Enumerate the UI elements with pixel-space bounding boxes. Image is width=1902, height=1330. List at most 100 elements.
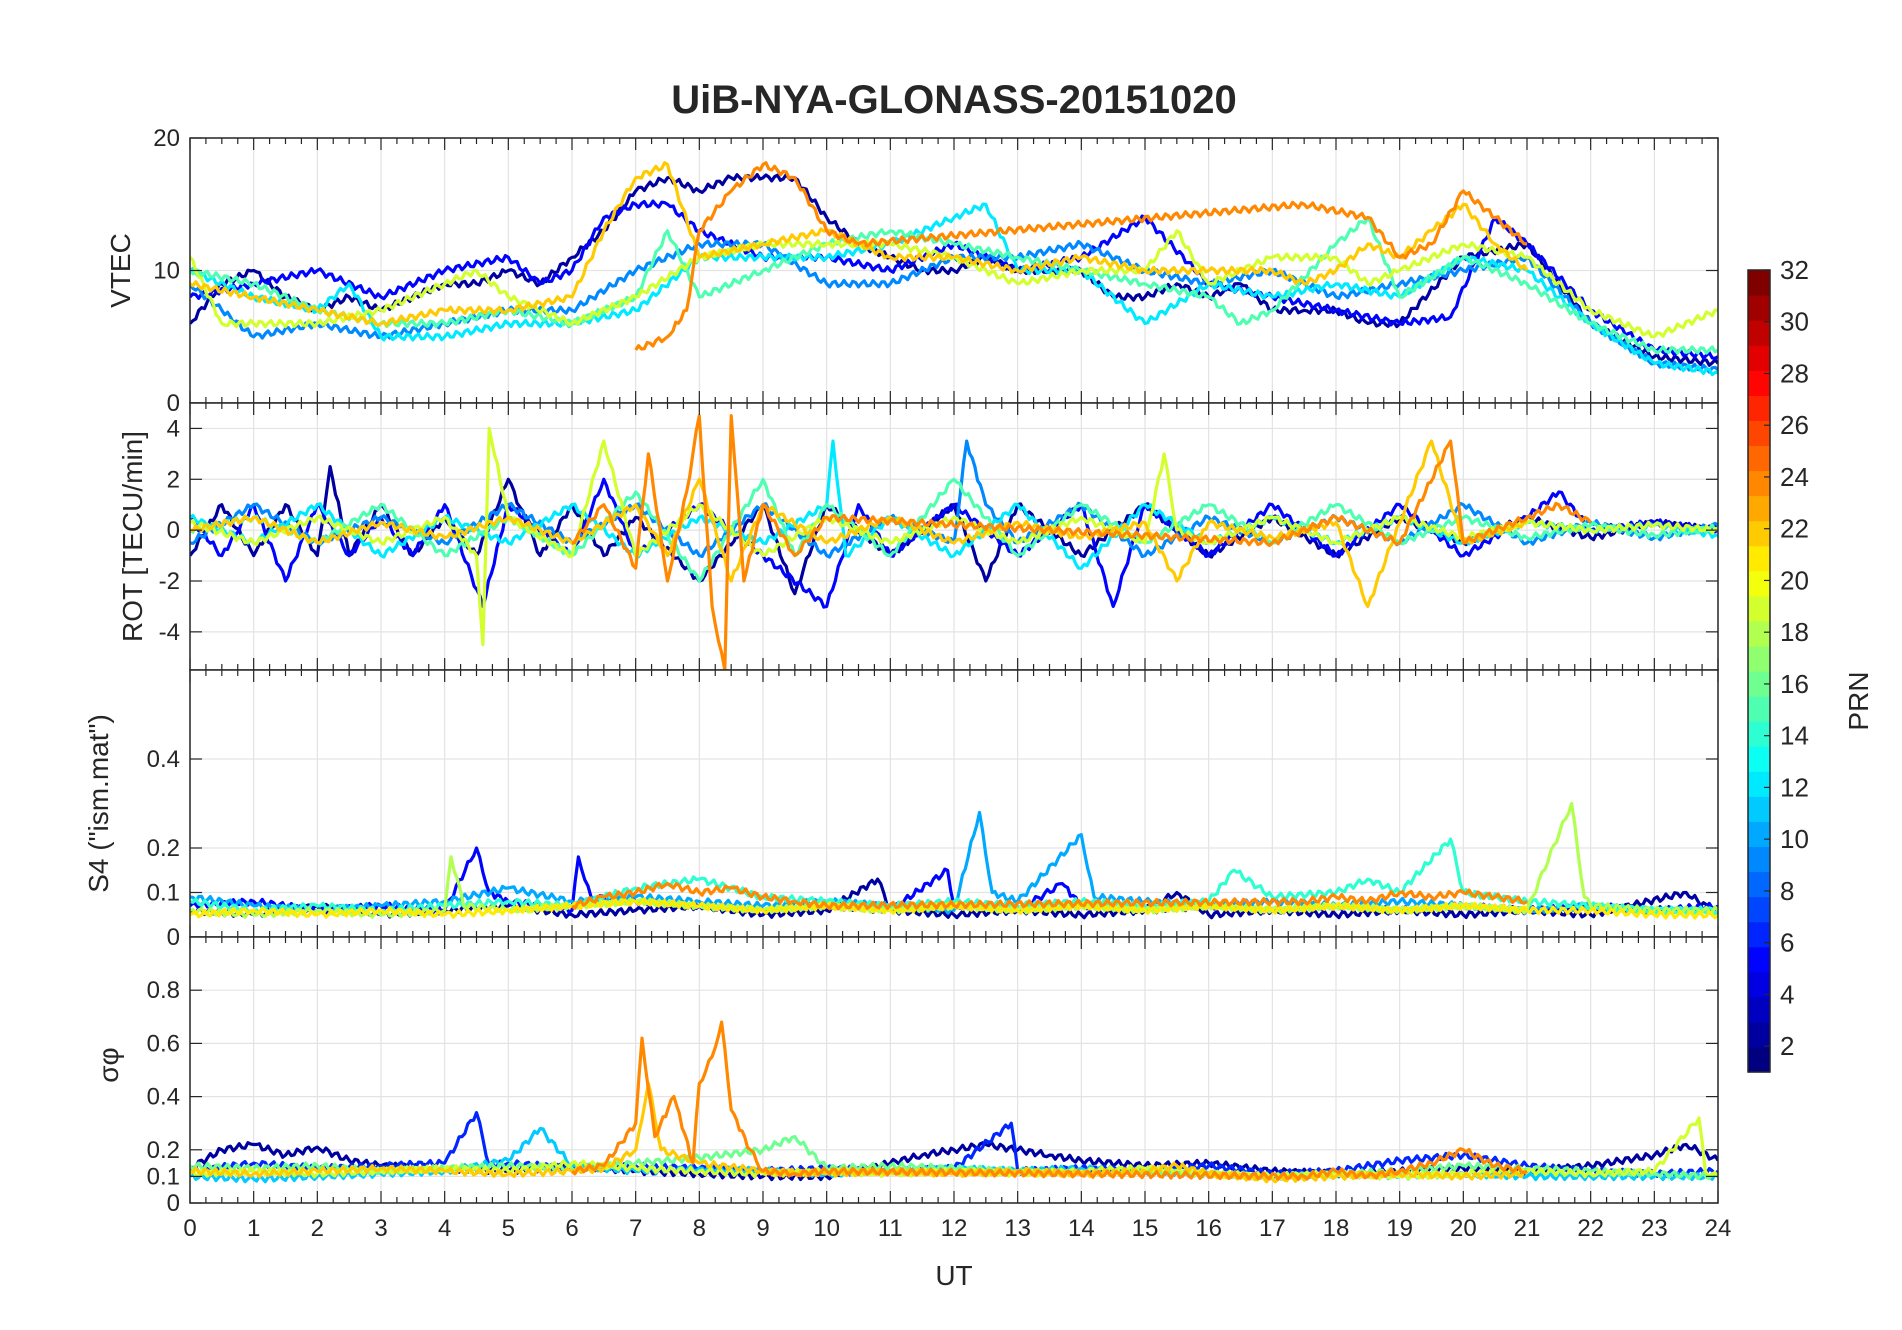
x-tick-label: 24 [1705,1215,1732,1242]
y-tick-label: -4 [159,619,180,646]
colorbar-swatch [1748,445,1770,472]
x-axis-label: UT [935,1260,972,1291]
colorbar-swatch [1748,395,1770,421]
colorbar-swatch [1748,295,1770,321]
y-axis-label: VTEC [105,233,136,308]
colorbar-swatch [1748,796,1770,822]
x-tick-label: 8 [693,1215,706,1242]
x-tick-label: 1 [247,1215,260,1242]
grid [189,670,1719,938]
colorbar-swatch [1748,320,1770,346]
y-tick-label: 0.1 [147,880,180,907]
colorbar-tick-label: 28 [1780,358,1809,388]
colorbar-tick-label: 24 [1780,462,1809,492]
colorbar-swatch [1748,570,1770,597]
series-group [190,414,1718,670]
colorbar-swatch [1748,771,1770,797]
colorbar-swatch [1748,896,1770,923]
y-tick-label: 10 [153,258,180,285]
colorbar-swatch [1748,1021,1770,1048]
colorbar-swatch [1748,721,1770,747]
series-line-prn-24 [570,1020,1528,1181]
colorbar-swatch [1748,946,1770,973]
colorbar-tick-label: 8 [1780,876,1794,906]
series-line-prn-24 [634,161,1528,351]
panel-vtec: 0 10 20 VTEC [105,125,1719,417]
y-axis-label: σφ [93,1047,124,1082]
colorbar-tick-label: 12 [1780,772,1809,802]
x-tick-label: 6 [565,1215,578,1242]
x-ticks [189,670,1719,937]
colorbar-swatch [1748,470,1770,497]
colorbar-swatch [1748,645,1770,672]
y-tick-label: 2 [167,466,180,493]
y-tick-label: 0 [167,517,180,544]
series-line-prn-15 [190,477,1718,583]
y-tick-label: 0.2 [147,1137,180,1164]
colorbar-label: PRN [1843,671,1874,730]
x-tick-label: 3 [374,1215,387,1242]
x-tick-label: 22 [1577,1215,1604,1242]
colorbar-tick-label: 16 [1780,669,1809,699]
series-line-prn-24 [571,414,1592,670]
colorbar-swatch [1748,746,1770,772]
x-tick-label: 21 [1514,1215,1541,1242]
y-tick-label: 0.4 [147,746,180,773]
series-group [190,801,1718,920]
y-ticks: 0 10 20 [153,125,1718,417]
x-tick-label: 17 [1259,1215,1286,1242]
colorbar-swatch [1748,345,1770,371]
colorbar-swatch [1748,520,1770,547]
y-ticks: -4 -2 0 2 4 [159,415,1718,646]
y-tick-label: 0.8 [147,977,180,1004]
x-tick-label: 2 [311,1215,324,1242]
colorbar-box [1747,269,1771,1073]
series-group [190,1020,1718,1184]
colorbar-swatch [1748,370,1770,396]
colorbar-tick-label: 10 [1780,824,1809,854]
colorbar-tick-label: 14 [1780,721,1809,751]
colorbar-tick-label: 22 [1780,514,1809,544]
x-tick-label: 7 [629,1215,642,1242]
colorbar-tick-label: 18 [1780,617,1809,647]
x-tick-label: 13 [1004,1215,1031,1242]
y-tick-label: -2 [159,568,180,595]
y-tick-label: 0.4 [147,1084,180,1111]
x-tick-label: 19 [1386,1215,1413,1242]
x-tick-label: 18 [1323,1215,1350,1242]
y-tick-label: 0.1 [147,1163,180,1190]
x-ticks [189,937,1719,1203]
colorbar-tick-label: 30 [1780,307,1809,337]
x-tick-label: 4 [438,1215,451,1242]
series-line-prn-22 [190,439,1528,608]
colorbar-swatch [1748,996,1770,1023]
colorbar-tick-label: 26 [1780,410,1809,440]
x-tick-label: 11 [878,1215,903,1242]
colorbar-swatch [1748,595,1770,622]
x-ticks [189,138,1719,403]
y-axis-label: ROT [TECU/min] [117,431,148,642]
y-axis-label: S4 ("ism.mat") [83,714,114,893]
colorbar-tick-label: 6 [1780,928,1794,958]
colorbar-swatch [1748,821,1770,848]
x-tick-label: 10 [813,1215,840,1242]
colorbar-swatch [1748,671,1770,697]
y-tick-label: 0 [167,390,180,417]
colorbar-swatch [1748,871,1770,898]
y-tick-label: 0 [167,1190,180,1217]
series-line-prn-15 [190,215,1718,355]
y-tick-label: 0 [167,924,180,951]
y-tick-label: 0.6 [147,1030,180,1057]
series-line-prn-24 [571,881,1528,911]
x-tick-label: 14 [1068,1215,1095,1242]
y-tick-label: 20 [153,125,180,152]
x-tick-label: 20 [1450,1215,1477,1242]
y-ticks: 00.10.2 0.4 0.6 0.8 [147,977,1718,1217]
colorbar-swatch [1748,545,1770,572]
colorbar-swatch [1748,620,1770,647]
panel-rot: -4 -2 0 2 4 ROT [TECU/min] [117,402,1719,671]
chart-title: UiB-NYA-GLONASS-20151020 [671,78,1236,122]
